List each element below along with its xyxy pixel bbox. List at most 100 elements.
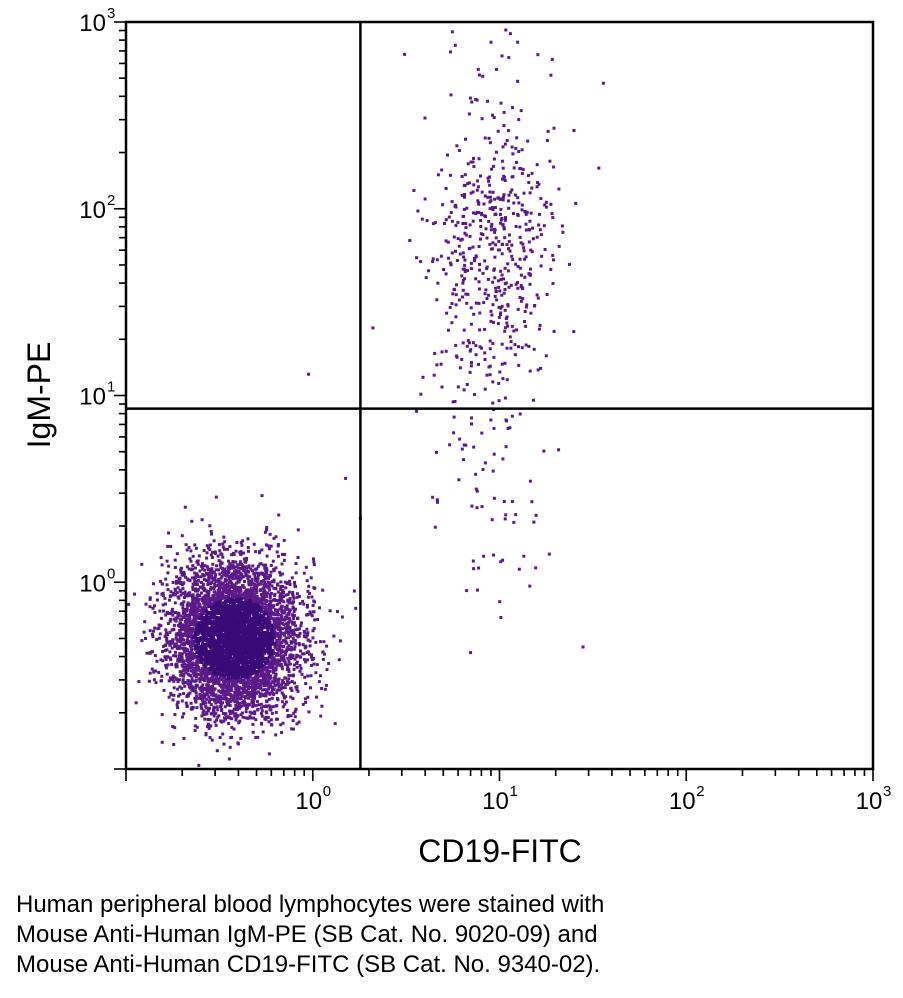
event-dot — [217, 631, 221, 635]
event-dot — [232, 662, 236, 666]
event-dot — [186, 577, 190, 581]
event-dot — [260, 642, 264, 646]
event-dot — [195, 666, 199, 670]
event-dot — [286, 607, 290, 611]
event-dot — [256, 617, 260, 621]
event-dot — [255, 586, 259, 590]
event-dot — [267, 662, 271, 666]
event-dot — [243, 680, 247, 684]
event-dot — [292, 647, 296, 651]
event-dot — [228, 704, 232, 707]
event-dot — [189, 620, 193, 624]
event-dot — [239, 658, 243, 662]
event-dot — [272, 586, 276, 590]
event-dot — [193, 605, 197, 609]
event-dot — [229, 579, 233, 583]
event-dot — [250, 699, 254, 702]
event-dot — [220, 636, 224, 640]
event-dot — [196, 579, 200, 583]
event-dot — [208, 679, 212, 683]
event-dot — [184, 667, 188, 671]
event-dot — [292, 640, 296, 644]
event-dot — [231, 563, 235, 567]
event-dot — [186, 603, 190, 607]
event-dot — [227, 571, 231, 574]
event-dot — [186, 618, 190, 621]
event-dot — [203, 604, 207, 607]
event-dot — [226, 672, 230, 676]
event-dot — [212, 613, 216, 617]
event-dot — [252, 616, 256, 620]
event-dot — [275, 550, 279, 554]
event-dot — [201, 683, 205, 687]
event-dot — [265, 599, 269, 603]
event-dot — [278, 637, 282, 641]
event-dot — [253, 712, 257, 716]
event-dot — [178, 628, 182, 632]
event-dot — [313, 618, 317, 622]
event-dot — [244, 652, 248, 656]
event-dot — [193, 724, 197, 728]
event-dot — [312, 560, 316, 564]
event-dot — [239, 640, 243, 644]
event-dot — [161, 594, 165, 597]
event-dot — [190, 568, 193, 572]
event-dot — [150, 632, 154, 636]
event-dot — [236, 563, 240, 567]
event-dot — [231, 560, 235, 563]
event-dot — [219, 661, 223, 665]
event-dot — [263, 575, 267, 579]
event-dot — [205, 676, 209, 680]
event-dot — [291, 654, 295, 658]
event-dot — [268, 705, 272, 709]
event-dot — [223, 635, 227, 639]
event-dot — [253, 710, 257, 714]
event-dot — [181, 632, 184, 636]
event-dot — [191, 606, 195, 610]
event-dot — [215, 666, 219, 670]
event-dot — [250, 611, 254, 615]
event-dot — [219, 581, 223, 585]
event-dot — [229, 679, 233, 683]
event-dot — [249, 670, 253, 674]
event-dot — [268, 665, 271, 669]
event-dot — [197, 673, 201, 677]
event-dot — [220, 614, 223, 618]
event-dot — [211, 621, 215, 625]
event-dot — [211, 576, 215, 580]
event-dot — [265, 623, 269, 627]
event-dot — [247, 690, 251, 694]
event-dot — [265, 661, 269, 665]
event-dot — [226, 657, 230, 661]
event-dot — [159, 556, 163, 560]
event-dot — [241, 674, 245, 678]
event-dot — [176, 623, 180, 627]
event-dot — [207, 546, 210, 550]
event-dot — [253, 634, 257, 638]
event-dot — [214, 601, 218, 605]
event-dot — [213, 550, 217, 554]
event-dot — [243, 590, 247, 594]
event-dot — [209, 529, 213, 533]
event-dot — [240, 711, 244, 715]
event-dot — [173, 726, 177, 730]
event-dot — [263, 566, 267, 570]
event-dot — [178, 685, 182, 689]
event-dot — [259, 674, 263, 678]
event-dot — [264, 583, 268, 587]
event-dot — [280, 609, 284, 613]
event-dot — [196, 665, 200, 669]
event-dot — [280, 658, 283, 662]
event-dot — [236, 620, 240, 624]
event-dot — [192, 608, 196, 612]
event-dot — [280, 700, 284, 704]
event-dot — [201, 711, 205, 715]
event-dot — [265, 591, 269, 595]
event-dot — [169, 640, 173, 644]
event-dot — [287, 601, 291, 605]
event-dot — [212, 645, 216, 649]
event-dot — [165, 559, 169, 563]
event-dot — [194, 686, 198, 690]
event-dot — [272, 604, 276, 608]
event-dot — [274, 710, 278, 714]
